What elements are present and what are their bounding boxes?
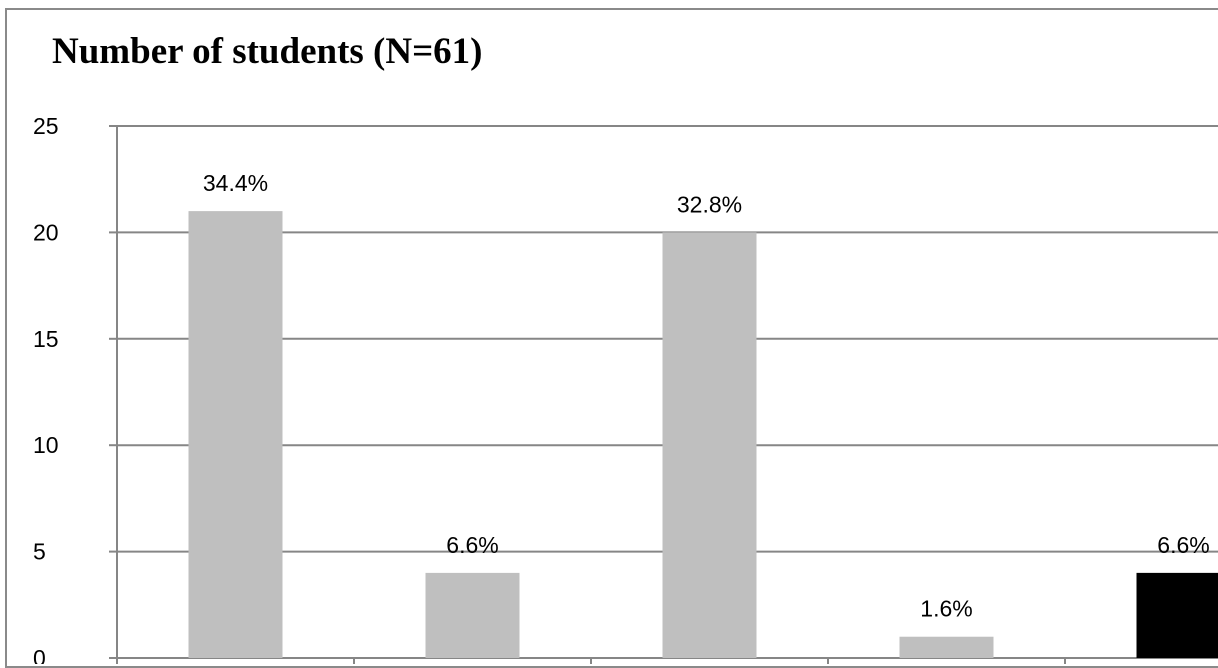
y-tick-label: 10 bbox=[33, 432, 59, 458]
bar-data-label: 6.6% bbox=[446, 532, 498, 558]
y-tick-label: 20 bbox=[33, 219, 59, 245]
y-tick-label: 15 bbox=[33, 326, 59, 352]
y-tick-label: 5 bbox=[33, 539, 46, 565]
bar bbox=[900, 637, 994, 658]
bar bbox=[1137, 573, 1218, 658]
bar bbox=[426, 573, 520, 658]
y-tick-label: 0 bbox=[33, 645, 46, 664]
bar-data-label: 1.6% bbox=[920, 596, 972, 622]
y-tick-label: 25 bbox=[33, 113, 59, 139]
bar-data-label: 32.8% bbox=[677, 191, 742, 217]
bar-data-label: 6.6% bbox=[1157, 532, 1209, 558]
bar-data-label: 34.4% bbox=[203, 170, 268, 196]
bar bbox=[189, 211, 283, 658]
bar bbox=[663, 232, 757, 658]
